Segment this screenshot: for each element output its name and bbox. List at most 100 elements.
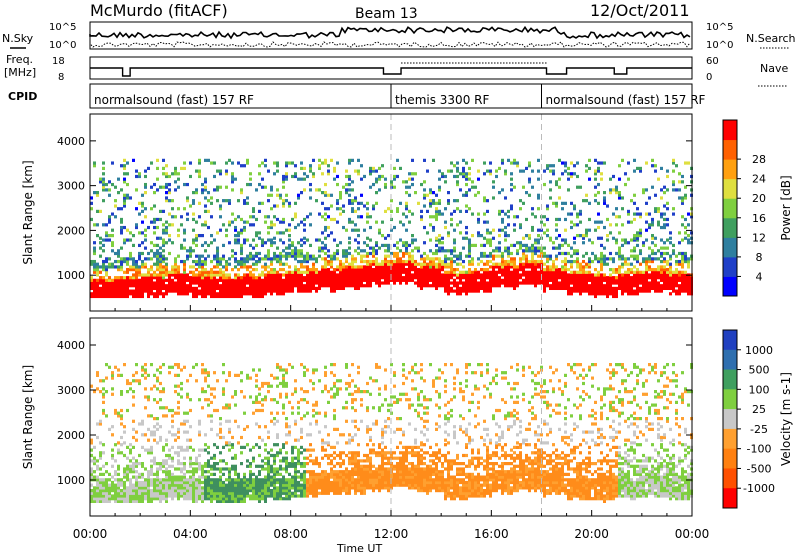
data-cell [549, 273, 552, 277]
data-cell [201, 406, 204, 410]
data-cell [438, 270, 441, 274]
data-cell [354, 257, 357, 261]
data-cell [537, 246, 540, 250]
data-cell [345, 259, 348, 264]
data-cell [168, 278, 171, 282]
data-cell [135, 494, 138, 498]
data-cell [615, 241, 618, 245]
data-cell [228, 499, 231, 503]
data-cell [591, 281, 594, 285]
data-cell [651, 233, 654, 238]
data-cell [150, 499, 153, 503]
data-cell [300, 270, 303, 274]
data-cell [363, 204, 366, 208]
data-cell [231, 220, 234, 224]
data-cell [204, 220, 207, 224]
data-cell [504, 212, 507, 216]
data-cell [684, 284, 687, 288]
data-cell [561, 270, 564, 274]
data-cell [324, 207, 327, 211]
data-cell [387, 273, 390, 277]
data-cell [627, 212, 630, 216]
data-cell [246, 286, 249, 291]
data-cell [546, 265, 549, 269]
data-cell [600, 276, 603, 280]
data-cell [180, 448, 183, 452]
data-cell [174, 475, 177, 479]
data-cell [228, 294, 231, 299]
data-cell [312, 262, 315, 266]
data-cell [462, 236, 465, 240]
data-cell [183, 430, 186, 434]
data-cell [585, 289, 588, 293]
data-cell [222, 387, 225, 391]
data-cell [651, 223, 654, 227]
data-cell [105, 233, 108, 238]
data-cell [396, 268, 399, 272]
data-cell [243, 278, 246, 282]
data-cell [189, 204, 192, 208]
data-cell [396, 241, 399, 245]
data-cell [165, 265, 168, 269]
data-cell [600, 268, 603, 272]
data-cell [126, 379, 129, 383]
data-cell [240, 262, 243, 266]
data-cell [531, 185, 534, 189]
data-cell [174, 486, 177, 490]
data-cell [261, 201, 264, 205]
data-cell [435, 236, 438, 240]
data-cell [345, 191, 348, 195]
data-cell [594, 273, 597, 277]
data-cell [300, 191, 303, 195]
data-cell [168, 182, 171, 187]
data-cell [471, 286, 474, 291]
data-cell [465, 278, 468, 282]
data-cell [219, 284, 222, 288]
data-cell [540, 270, 543, 274]
data-cell [135, 292, 138, 296]
data-cell [666, 174, 669, 179]
data-cell [687, 238, 690, 242]
data-cell [507, 268, 510, 272]
data-cell [681, 199, 684, 203]
data-cell [648, 212, 651, 216]
data-cell [246, 480, 249, 485]
data-cell [183, 467, 186, 471]
data-cell [195, 276, 198, 280]
data-cell [123, 199, 126, 203]
data-cell [468, 207, 471, 211]
data-cell [441, 249, 444, 253]
data-cell [639, 278, 642, 282]
data-cell [246, 268, 249, 272]
data-cell [147, 483, 150, 487]
data-cell [582, 241, 585, 245]
data-cell [264, 289, 267, 293]
data-cell [93, 489, 96, 493]
data-cell [537, 169, 540, 173]
data-cell [600, 254, 603, 258]
data-cell [273, 470, 276, 474]
data-cell [618, 251, 621, 256]
data-cell [582, 259, 585, 264]
data-cell [456, 207, 459, 211]
data-cell [651, 286, 654, 291]
data-cell [609, 223, 612, 227]
data-cell [255, 188, 258, 192]
data-cell [171, 419, 174, 423]
data-cell [267, 381, 270, 386]
data-cell [153, 262, 156, 266]
data-cell [294, 257, 297, 261]
data-cell [195, 292, 198, 296]
data-cell [549, 164, 552, 168]
data-cell [90, 470, 93, 474]
data-cell [360, 249, 363, 253]
data-cell [177, 265, 180, 269]
data-cell [279, 472, 282, 476]
data-cell [543, 270, 546, 274]
data-cell [132, 445, 135, 449]
data-cell [444, 207, 447, 211]
data-cell [105, 462, 108, 466]
data-cell [342, 225, 345, 230]
data-cell [174, 270, 177, 274]
data-cell [501, 228, 504, 232]
